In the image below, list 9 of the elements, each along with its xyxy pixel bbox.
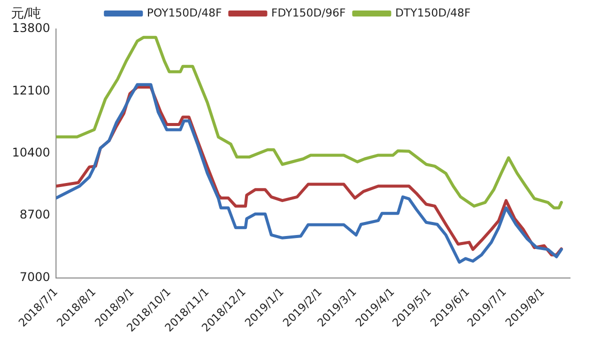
legend-label: FDY150D/96F: [271, 6, 346, 20]
y-tick-label: 8700: [20, 208, 50, 222]
y-tick-label: 12100: [12, 83, 50, 98]
y-tick-label: 7000: [20, 270, 50, 284]
y-axis-title: 元/吨: [10, 6, 42, 22]
legend-label: DTY150D/48F: [395, 6, 471, 20]
legend-label: POY150D/48F: [146, 6, 222, 20]
y-tick-label: 13800: [12, 21, 50, 36]
y-tick-label: 10400: [12, 146, 50, 160]
